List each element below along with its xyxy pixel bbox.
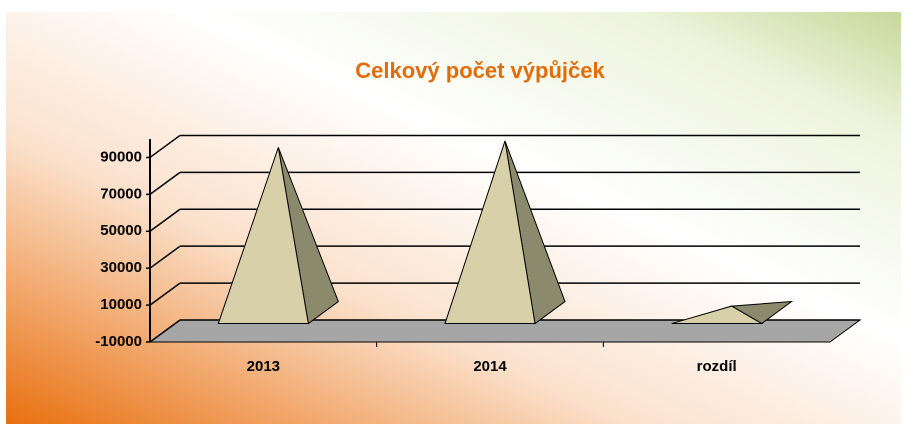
pyramid [444,140,536,325]
grid-line [149,171,181,195]
grid-line [149,134,181,159]
y-tick-label: 90000 [100,148,142,165]
x-tick-label: 2013 [247,358,280,375]
pyramid [671,305,764,325]
grid-line [149,282,181,306]
chart-background [6,12,901,424]
grid-line [149,208,181,232]
y-tick-label: -10000 [95,333,142,350]
grid-line [149,319,181,343]
grid-line [149,245,181,269]
x-tick-label: rozdíl [697,358,737,375]
pyramid [217,147,309,325]
y-tick-label: 70000 [100,185,142,202]
y-tick-label: 30000 [100,259,142,276]
chart-title: Celkový počet výpůjček [355,58,605,83]
y-tick-label: 10000 [100,296,142,313]
y-tick-label: 50000 [100,222,142,239]
x-tick-label: 2014 [473,358,507,375]
